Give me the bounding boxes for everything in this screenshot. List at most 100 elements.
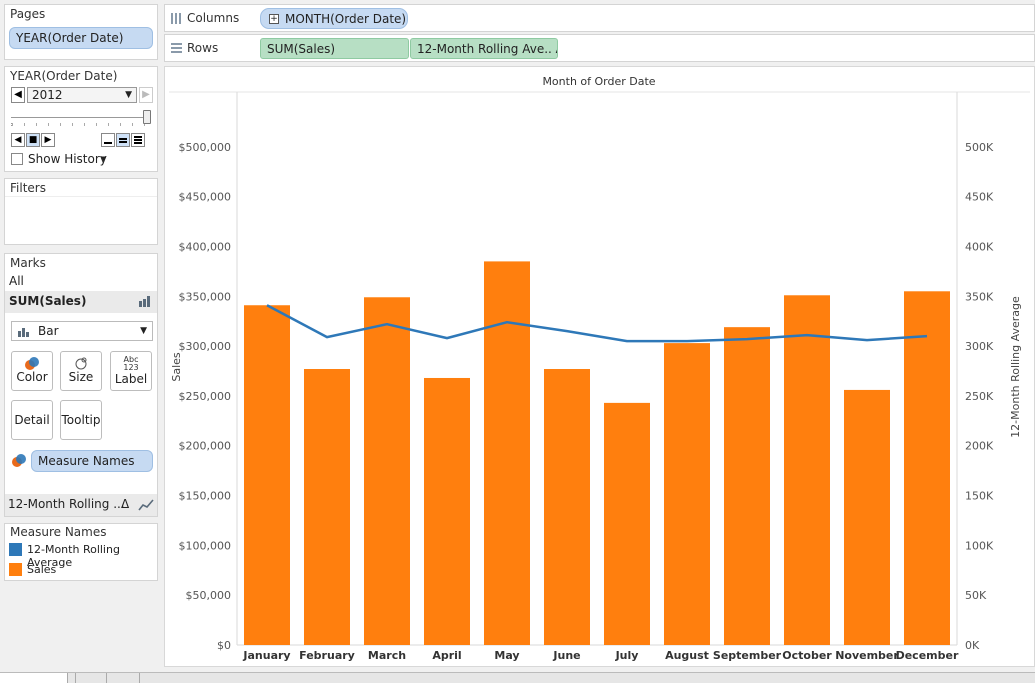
next-page-icon[interactable]: ▶ <box>139 87 153 103</box>
x-tick-label: July <box>615 649 639 662</box>
y-tick-label: $350,000 <box>179 290 232 303</box>
chevron-down-icon: ▼ <box>140 326 147 336</box>
sheet-tab[interactable] <box>75 673 107 683</box>
sales-bar[interactable] <box>364 297 410 645</box>
filters-title: Filters <box>10 181 46 195</box>
speed-medium-icon[interactable] <box>116 133 130 147</box>
y-tick-label: $400,000 <box>179 240 232 253</box>
columns-pill[interactable]: + MONTH(Order Date) <box>260 8 408 29</box>
y2-tick-label: 200K <box>965 440 994 453</box>
size-label: Size <box>61 370 101 384</box>
columns-label: Columns <box>187 11 239 25</box>
sales-bar[interactable] <box>844 390 890 645</box>
y-tick-label: $450,000 <box>179 191 232 204</box>
tooltip-button[interactable]: Tooltip <box>60 400 102 440</box>
delta-icon: Δ <box>121 497 129 511</box>
play-back-icon[interactable]: ◀ <box>11 133 25 147</box>
speed-slow-icon[interactable] <box>101 133 115 147</box>
show-history-label[interactable]: Show History <box>28 152 107 166</box>
bar-chart-icon <box>139 296 151 307</box>
legend-card: Measure Names 12-Month Rolling Average S… <box>4 523 158 581</box>
marks-rolling-label: 12-Month Rolling ... <box>8 497 125 511</box>
sales-bar[interactable] <box>664 343 710 645</box>
y2-tick-label: 500K <box>965 141 994 154</box>
stop-icon[interactable]: ■ <box>26 133 40 147</box>
y-tick-label: $300,000 <box>179 340 232 353</box>
x-tick-label: December <box>896 649 959 662</box>
sales-bar[interactable] <box>604 403 650 645</box>
chart-svg: Month of Order Date Sales 12-Month Rolli… <box>165 67 1034 666</box>
marks-measure-tab[interactable]: SUM(Sales) <box>5 291 157 313</box>
sales-bar[interactable] <box>244 305 290 645</box>
marks-card: Marks All SUM(Sales) Bar ▼ Color Size Ab… <box>4 253 158 517</box>
marks-all-tab[interactable]: All <box>9 274 24 288</box>
x-tick-label: April <box>432 649 461 662</box>
sheet-tab-bar <box>0 672 1035 683</box>
detail-button[interactable]: Detail <box>11 400 53 440</box>
page-slider-track <box>11 117 149 118</box>
marks-rolling-tab[interactable]: 12-Month Rolling ... Δ <box>5 494 157 516</box>
size-icon <box>73 356 89 370</box>
y-axis-title: Sales <box>170 352 183 382</box>
y-tick-label: $150,000 <box>179 490 232 503</box>
prev-page-icon[interactable]: ◀ <box>11 87 25 103</box>
sales-bar[interactable] <box>784 295 830 645</box>
sheet-tab[interactable] <box>108 673 140 683</box>
columns-icon <box>171 13 182 24</box>
play-forward-icon[interactable]: ▶ <box>41 133 55 147</box>
rows-pill-sales[interactable]: SUM(Sales) <box>260 38 409 59</box>
bar-mark-icon <box>18 326 30 337</box>
speed-fast-icon[interactable] <box>131 133 145 147</box>
marks-title: Marks <box>10 256 46 270</box>
tooltip-label: Tooltip <box>62 413 101 427</box>
chevron-down-icon: ▼ <box>125 88 132 102</box>
sales-bar[interactable] <box>424 378 470 645</box>
mark-type-select[interactable]: Bar ▼ <box>11 321 153 341</box>
page-value-select[interactable]: 2012 ▼ <box>27 87 137 103</box>
sales-bar[interactable] <box>544 369 590 645</box>
caret-down-icon[interactable]: ▼ <box>101 155 106 163</box>
x-tick-label: June <box>552 649 580 662</box>
show-history-checkbox[interactable] <box>11 153 23 165</box>
x-tick-label: May <box>494 649 519 662</box>
x-tick-label: January <box>242 649 290 662</box>
y-tick-label: $200,000 <box>179 440 232 453</box>
y-tick-label: $250,000 <box>179 390 232 403</box>
pages-title: Pages <box>10 7 45 21</box>
y2-tick-label: 300K <box>965 340 994 353</box>
filters-divider <box>5 196 157 197</box>
label-button[interactable]: Abc 123 Label <box>110 351 152 391</box>
legend-swatch-rolling <box>9 543 22 556</box>
color-button[interactable]: Color <box>11 351 53 391</box>
filters-card: Filters <box>4 178 158 245</box>
rows-label: Rows <box>187 41 218 55</box>
y2-tick-label: 350K <box>965 290 994 303</box>
legend-item-sales[interactable]: Sales <box>27 563 56 576</box>
expand-icon[interactable]: + <box>269 14 279 24</box>
sales-bar[interactable] <box>484 261 530 645</box>
y2-tick-label: 400K <box>965 240 994 253</box>
measure-names-pill[interactable]: Measure Names <box>31 450 153 472</box>
page-slider-handle[interactable] <box>143 110 151 124</box>
y2-tick-label: 0K <box>965 639 980 652</box>
y-tick-label: $0 <box>217 639 231 652</box>
size-button[interactable]: Size <box>60 351 102 391</box>
pages-pill[interactable]: YEAR(Order Date) <box>9 27 153 49</box>
sales-bar[interactable] <box>904 291 950 645</box>
page-slider-ticks <box>11 123 149 126</box>
columns-pill-label: MONTH(Order Date) <box>285 12 406 26</box>
legend-swatch-sales <box>9 563 22 576</box>
y2-tick-label: 100K <box>965 539 994 552</box>
sales-bar[interactable] <box>724 327 770 645</box>
legend-title: Measure Names <box>10 525 106 539</box>
pages-card: Pages YEAR(Order Date) <box>4 4 158 60</box>
chart-view: Month of Order Date Sales 12-Month Rolli… <box>164 66 1035 667</box>
sales-bars <box>244 261 950 645</box>
y-tick-label: $500,000 <box>179 141 232 154</box>
y-tick-label: $100,000 <box>179 539 232 552</box>
detail-label: Detail <box>14 413 49 427</box>
sheet-tab-active[interactable] <box>0 673 68 683</box>
rows-pill-rolling[interactable]: 12-Month Rolling Ave.. Δ <box>410 38 558 59</box>
y2-tick-label: 250K <box>965 390 994 403</box>
sales-bar[interactable] <box>304 369 350 645</box>
